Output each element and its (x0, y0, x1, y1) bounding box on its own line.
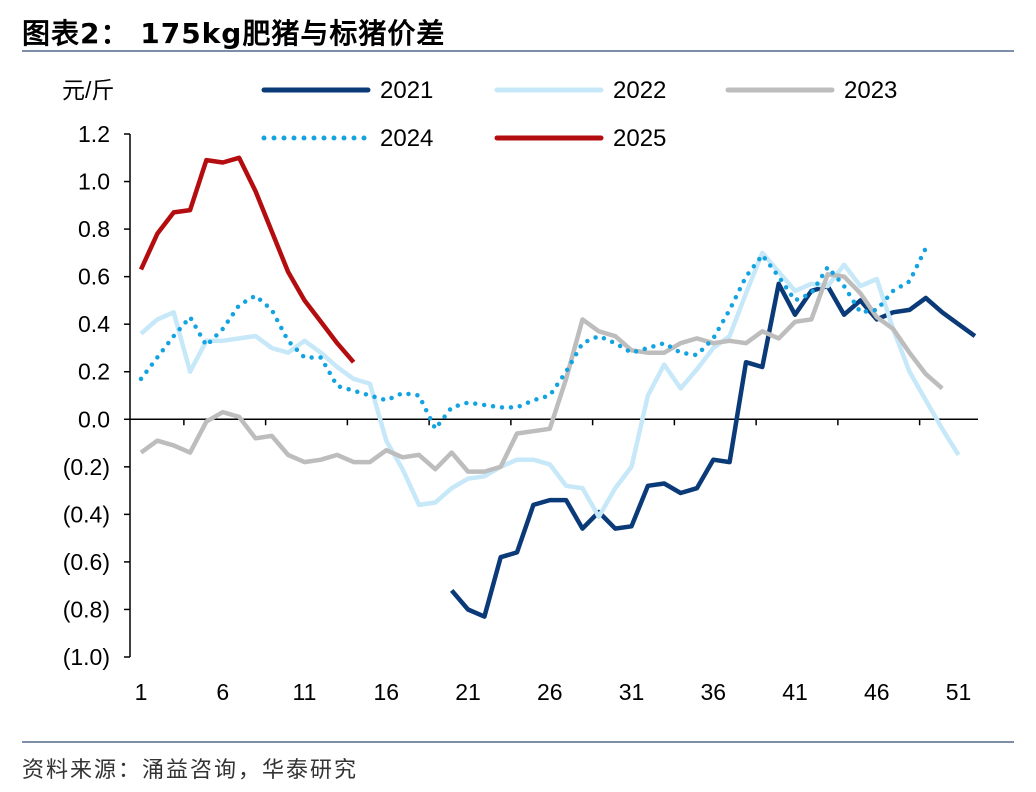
x-tick-label: 21 (455, 679, 481, 705)
y-tick-label: 1.2 (78, 121, 110, 147)
x-tick-label: 26 (537, 679, 563, 705)
header-rule (22, 50, 1014, 52)
legend-label-2023: 2023 (844, 77, 897, 104)
legend-label-2025: 2025 (613, 125, 666, 152)
series-line-2024 (138, 245, 929, 432)
x-tick-label: 6 (216, 679, 229, 705)
y-tick-label: 1.0 (78, 169, 110, 195)
x-tick-label: 11 (293, 679, 317, 705)
y-tick-label: (0.2) (63, 454, 110, 480)
y-tick-label: (0.4) (63, 501, 110, 527)
legend-label-2022: 2022 (613, 77, 666, 104)
y-tick-label: (0.8) (63, 596, 110, 622)
y-tick-label: (1.0) (63, 644, 110, 670)
series-line-2025 (138, 155, 356, 364)
x-tick-label: 36 (700, 679, 726, 705)
series-line-2022 (139, 250, 961, 519)
source-note: 资料来源：涌益咨询，华泰研究 (22, 758, 359, 783)
footer-rule (22, 741, 1014, 743)
y-tick-label: 0.2 (78, 359, 110, 385)
series-group (138, 155, 977, 619)
x-tick-label: 31 (619, 679, 645, 705)
legend-label-2024: 2024 (380, 125, 433, 152)
y-tick-label: 0.8 (78, 216, 110, 242)
x-tick-label: 41 (782, 679, 808, 705)
legend-label-2021: 2021 (380, 77, 433, 104)
x-tick-label: 16 (373, 679, 399, 705)
x-tick-label: 1 (135, 679, 148, 705)
legend: 2021 2022 2023 2024 2025 (261, 77, 897, 152)
y-axis-label: 元/斤 (62, 77, 114, 103)
x-tick-label: 46 (864, 679, 890, 705)
chart-title: 图表2： 175kg肥猪与标猪价差 (22, 17, 446, 50)
y-tick-label: 0.4 (78, 311, 110, 337)
axes: 1.2 1.0 0.8 0.6 0.4 0.2 0.0 (0.2) (0.4) (0.6) (0.8… (63, 121, 978, 705)
y-tick-label: 0.6 (78, 264, 110, 290)
y-tick-label: (0.6) (63, 549, 110, 575)
series-line-2023 (139, 272, 944, 474)
y-tick-label: 0.0 (78, 406, 110, 432)
x-tick-label: 51 (946, 679, 972, 705)
